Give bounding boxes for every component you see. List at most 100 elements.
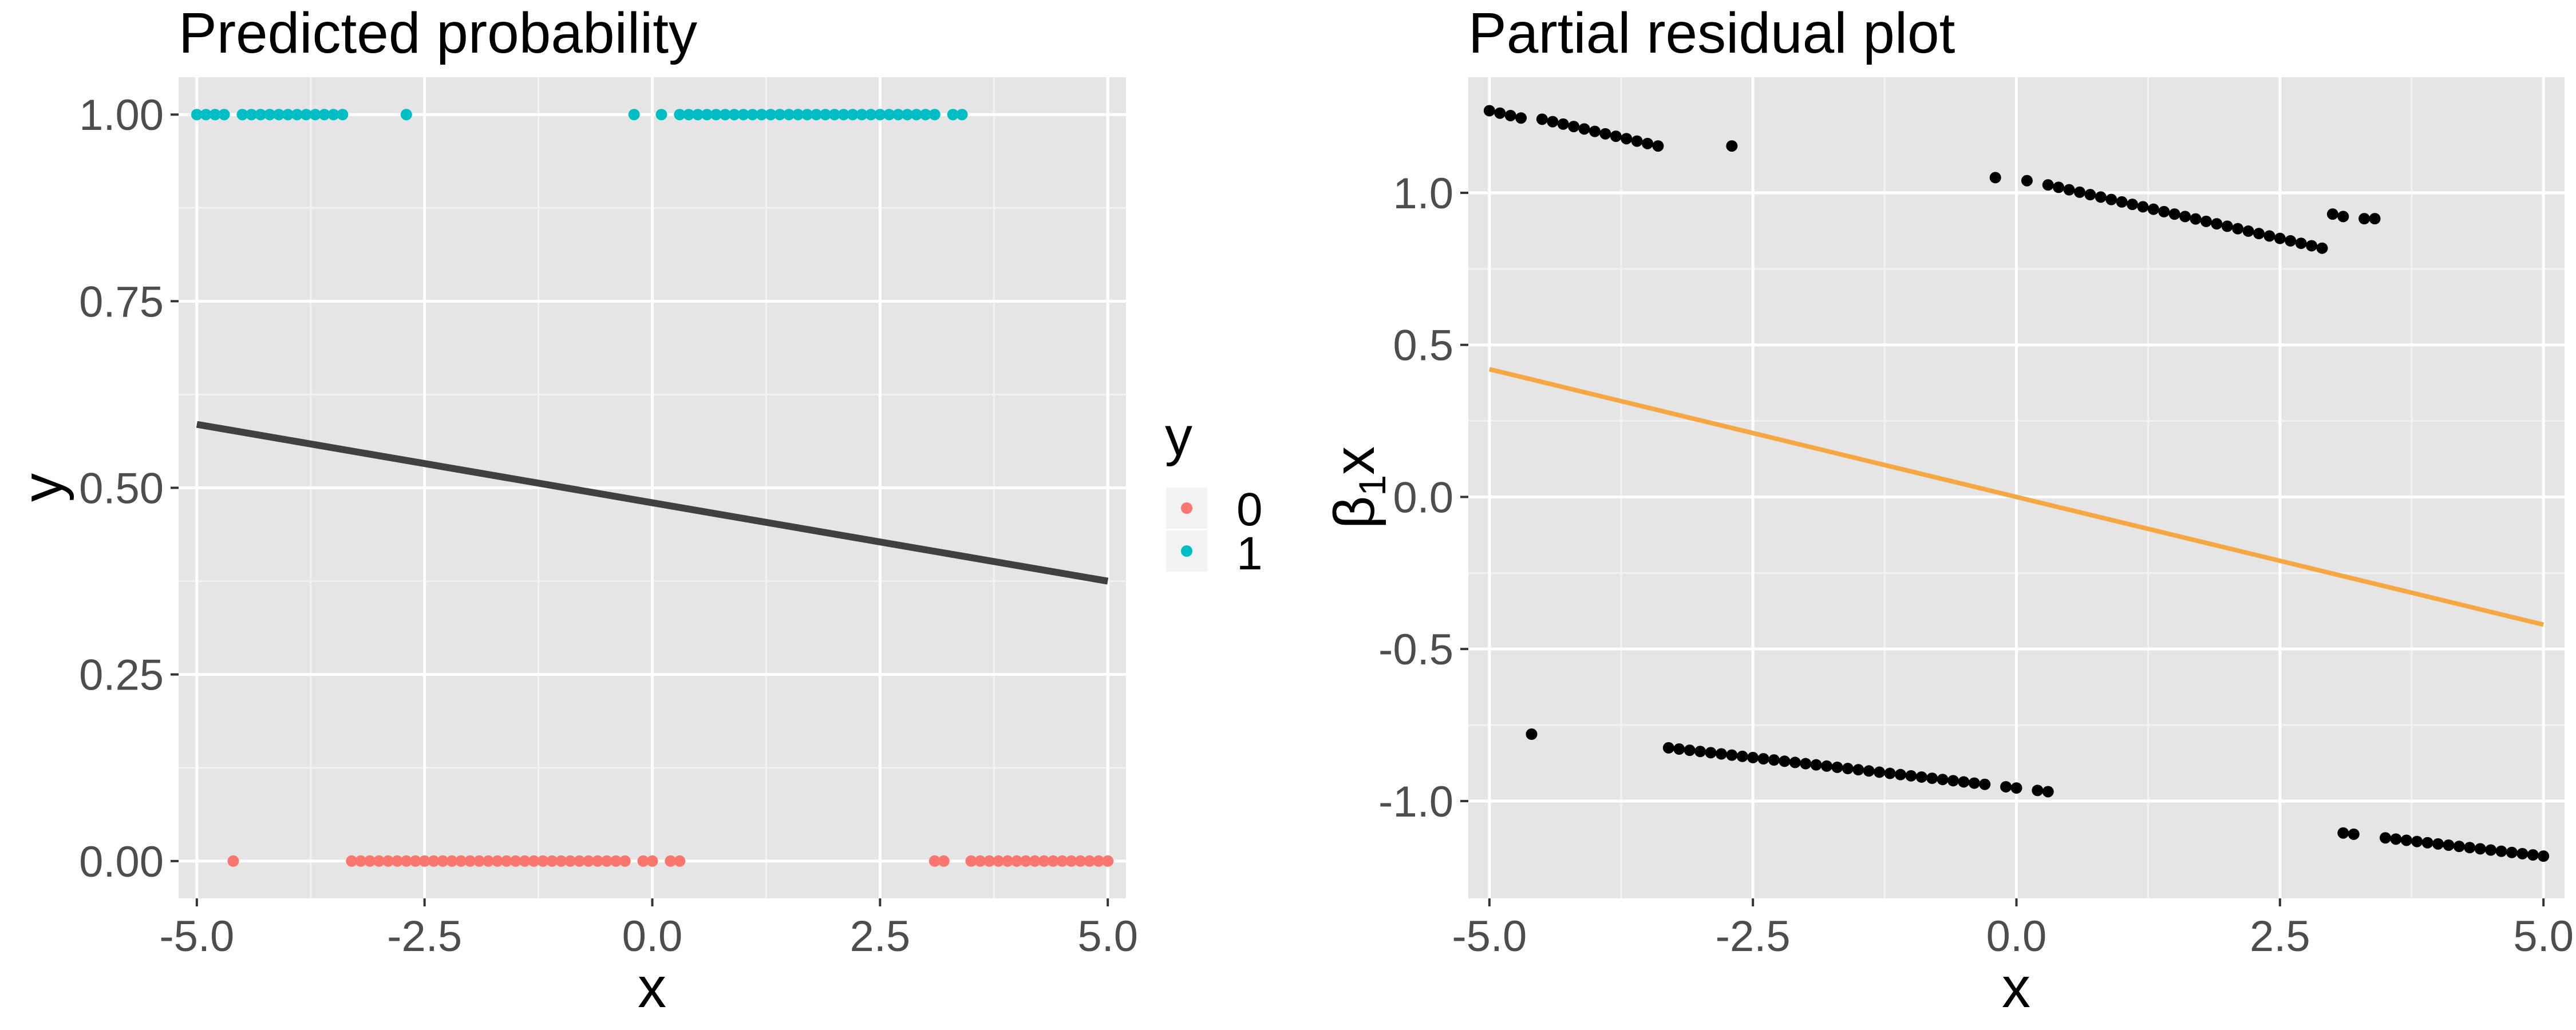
left-point-series1-30 [774, 109, 786, 121]
left-point-series0-36 [929, 855, 941, 867]
left-point-series0-6 [391, 855, 403, 867]
left-point-series0-32 [637, 855, 649, 867]
right-point-series0-89 [2390, 833, 2402, 845]
right-y-axis-title: β1x [1322, 446, 1393, 529]
right-point-series0-12 [1621, 133, 1633, 145]
left-point-series1-13 [318, 109, 330, 121]
left-point-series0-26 [574, 855, 586, 867]
left-point-series1-21 [692, 109, 704, 121]
right-point-series0-78 [1947, 775, 1959, 787]
right-x-axis-title: x [2002, 956, 2030, 1020]
right-data-points [1483, 105, 2550, 862]
right-point-series0-90 [2400, 834, 2412, 846]
left-point-series1-4 [236, 109, 248, 121]
left-point-series0-10 [428, 855, 440, 867]
right-point-series0-71 [1874, 766, 1886, 778]
right-point-series0-40 [2263, 230, 2275, 242]
left-point-series0-40 [983, 855, 995, 867]
right-point-series0-30 [2158, 205, 2170, 217]
left-y-tick-label: 1.00 [79, 91, 164, 140]
right-point-series0-51 [1662, 742, 1674, 754]
right-y-tick-label: 1.0 [1393, 169, 1453, 218]
left-point-series1-32 [792, 109, 804, 121]
left-point-series0-28 [592, 855, 604, 867]
right-y-axis: -1.0 -0.5 0.0 0.5 1.0 [1378, 169, 1468, 826]
right-point-series0-31 [2168, 208, 2180, 220]
right-point-series0-15 [1652, 140, 1664, 152]
left-x-axis-title: x [638, 956, 666, 1020]
right-point-series0-94 [2443, 839, 2455, 851]
right-point-series0-44 [2306, 240, 2318, 252]
right-point-series0-103 [2538, 850, 2550, 862]
right-y-tick-label: -0.5 [1378, 625, 1453, 674]
right-point-series0-84 [2032, 785, 2044, 797]
right-y-tick-label: 0.0 [1393, 473, 1453, 522]
left-point-series0-19 [509, 855, 521, 867]
left-point-series0-33 [646, 855, 658, 867]
left-point-series0-9 [418, 855, 430, 867]
left-point-series0-49 [1065, 855, 1077, 867]
right-point-series0-72 [1884, 767, 1896, 779]
right-point-series0-23 [2084, 189, 2096, 201]
legend-title: y [1165, 406, 1192, 467]
right-point-series0-97 [2474, 843, 2486, 855]
left-point-series0-31 [619, 855, 631, 867]
left-point-series1-11 [300, 109, 312, 121]
right-y-axis-title-symbol: β [1322, 496, 1386, 529]
left-point-series0-4 [373, 855, 385, 867]
right-point-series0-70 [1863, 765, 1875, 777]
left-point-series0-8 [409, 855, 421, 867]
right-point-series0-69 [1852, 764, 1864, 776]
left-point-series0-0 [227, 855, 239, 867]
right-point-series0-75 [1915, 771, 1927, 783]
left-x-tick-label: 5.0 [1077, 912, 1138, 961]
left-point-series1-17 [628, 109, 640, 121]
left-point-series0-2 [355, 855, 367, 867]
right-point-series0-6 [1557, 118, 1569, 130]
right-point-series0-16 [1726, 140, 1738, 152]
right-point-series0-27 [2127, 199, 2139, 211]
left-point-series0-14 [464, 855, 476, 867]
left-y-tick-label: 0.00 [79, 838, 164, 886]
left-point-series0-1 [346, 855, 358, 867]
right-point-series0-35 [2211, 218, 2223, 230]
left-point-series1-22 [701, 109, 713, 121]
right-chart-title: Partial residual plot [1468, 1, 1955, 65]
left-point-series1-41 [874, 109, 886, 121]
left-fit-line [196, 421, 1109, 585]
right-point-series0-87 [2348, 828, 2360, 840]
right-point-series0-25 [2105, 193, 2117, 205]
right-point-series0-2 [1504, 109, 1516, 121]
right-point-series0-21 [2063, 184, 2075, 196]
right-point-series0-37 [2232, 223, 2244, 235]
right-point-series0-92 [2421, 837, 2433, 849]
right-point-series0-29 [2147, 203, 2159, 215]
left-point-series0-12 [446, 855, 458, 867]
left-point-series1-40 [865, 109, 877, 121]
right-point-series0-85 [2042, 786, 2054, 798]
legend-key-1 [1181, 545, 1192, 557]
right-point-series0-65 [1810, 759, 1822, 771]
left-point-series1-14 [327, 109, 339, 121]
left-point-series1-18 [655, 109, 667, 121]
left-data-points [191, 109, 1114, 867]
left-y-axis: 0.00 0.25 0.50 0.75 1.00 [79, 91, 179, 886]
left-point-series1-16 [400, 109, 412, 121]
left-point-series0-34 [665, 855, 677, 867]
right-x-tick-label: 5.0 [2513, 912, 2574, 961]
left-chart-title: Predicted probability [179, 1, 697, 65]
right-x-tick-label: -5.0 [1452, 912, 1527, 961]
left-point-series0-47 [1047, 855, 1059, 867]
left-point-series1-20 [683, 109, 695, 121]
legend: y 0 1 [1165, 406, 1263, 580]
left-point-series0-24 [555, 855, 567, 867]
right-point-series0-98 [2485, 844, 2497, 856]
left-point-series0-23 [546, 855, 558, 867]
right-point-series0-54 [1694, 746, 1706, 758]
right-point-series0-39 [2253, 228, 2265, 240]
right-point-series0-68 [1842, 763, 1854, 775]
right-point-series0-19 [2042, 179, 2054, 191]
left-point-series1-46 [919, 109, 931, 121]
left-point-series1-34 [810, 109, 822, 121]
left-point-series0-7 [400, 855, 412, 867]
